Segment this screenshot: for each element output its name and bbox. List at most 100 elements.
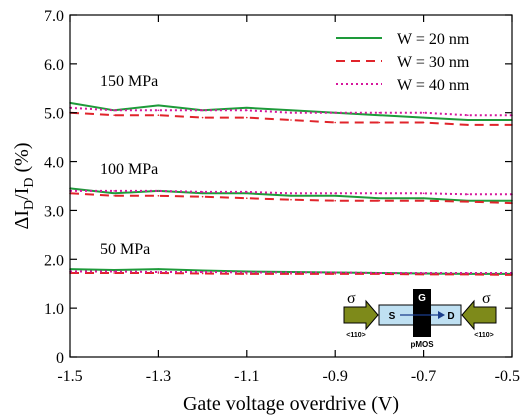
data-point	[334, 121, 337, 124]
data-point	[246, 116, 248, 119]
y-tick-label: 6.0	[44, 57, 64, 74]
data-point	[422, 197, 425, 199]
device-inset: σ σ G S D ID pMOS <110> <110>	[343, 289, 497, 349]
series-line	[69, 101, 512, 121]
data-point	[201, 116, 204, 119]
data-point	[334, 111, 337, 114]
plot-frame	[69, 14, 513, 358]
inset-direction-left: <110>	[346, 332, 365, 339]
data-point	[422, 111, 425, 114]
gate-block	[413, 289, 431, 337]
data-point	[201, 269, 204, 272]
y-tick-label: 3.0	[44, 203, 64, 220]
data-point	[157, 268, 160, 270]
data-point	[467, 124, 469, 126]
stress-arrow-left-icon	[343, 299, 379, 331]
y-tick-label: 7.0	[44, 8, 64, 25]
data-point	[113, 114, 115, 116]
data-point	[334, 192, 337, 195]
y-axis-title: ΔID/ID (%)	[11, 143, 37, 230]
data-point	[157, 104, 160, 107]
data-point	[290, 109, 292, 112]
data-point	[201, 191, 204, 193]
y-axis-title-main: ΔI	[11, 210, 33, 230]
data-point	[201, 109, 204, 112]
x-tick-label: -1.5	[57, 368, 82, 385]
annotation-150mpa: 150 MPa	[100, 73, 158, 90]
data-point	[290, 111, 292, 114]
data-point	[201, 195, 204, 198]
data-point	[467, 114, 469, 116]
series-line	[70, 272, 513, 276]
data-point	[467, 119, 469, 121]
legend: W = 20 nm W = 30 nm W = 40 nm	[336, 31, 470, 94]
series-line	[69, 111, 512, 126]
y-tick-label: 2.0	[44, 252, 64, 269]
data-point	[422, 116, 425, 119]
legend-label-w30: W = 30 nm	[397, 54, 470, 71]
data-point	[378, 199, 381, 202]
data-point	[334, 199, 337, 202]
annotation-100mpa: 100 MPa	[100, 161, 158, 178]
data-point	[201, 192, 204, 195]
x-axis-title: Gate voltage overdrive (V)	[183, 393, 399, 415]
data-point	[378, 192, 381, 195]
legend-label-w40: W = 40 nm	[397, 77, 470, 94]
data-point	[467, 193, 469, 196]
data-point	[113, 270, 115, 273]
x-tick-label: -1.1	[234, 368, 259, 385]
data-point	[113, 190, 115, 192]
data-point	[201, 271, 204, 273]
inset-pmos-label: pMOS	[410, 340, 434, 349]
data-point	[422, 273, 425, 276]
current-arrow-icon	[438, 311, 445, 319]
y-tick-label: 0	[56, 350, 64, 367]
stress-arrow-right-icon	[461, 299, 497, 331]
y-axis-title-unit: (%)	[11, 143, 33, 178]
data-point	[113, 269, 115, 271]
data-point	[157, 195, 160, 197]
y-axis-title-sub1: D	[22, 200, 37, 210]
data-point	[467, 272, 469, 274]
x-tick-label: -0.5	[495, 368, 520, 385]
inset-gate-label: G	[418, 293, 426, 304]
ticks-layer: -1.5 -1.3 -1.1 -0.9 -0.7 -0.5 0 1.0 2.0 3.0 4.0 5.0…	[44, 8, 520, 385]
data-point	[113, 109, 115, 112]
y-tick-label: 5.0	[44, 106, 64, 123]
y-axis-title-sub2: D	[22, 177, 37, 187]
data-point	[246, 107, 248, 109]
data-point	[201, 272, 204, 275]
data-point	[157, 114, 160, 116]
data-point	[290, 119, 292, 121]
data-point	[334, 195, 337, 197]
x-tick-label: -0.9	[323, 368, 348, 385]
data-point	[378, 111, 381, 114]
data-point	[157, 109, 160, 112]
data-point	[378, 114, 381, 116]
data-point	[246, 197, 248, 199]
data-point	[113, 272, 115, 274]
data-point	[378, 197, 381, 199]
data-point	[246, 271, 248, 274]
y-tick-label: 4.0	[44, 155, 64, 172]
y-tick-label: 1.0	[44, 301, 64, 318]
data-point	[378, 121, 381, 124]
data-point	[422, 192, 425, 195]
inset-sigma-right: σ	[482, 290, 491, 307]
data-point	[422, 199, 425, 202]
series-line	[69, 106, 512, 117]
data-point	[290, 192, 292, 195]
x-tick-label: -1.3	[146, 368, 171, 385]
data-point	[113, 195, 115, 197]
inset-current-label: ID	[432, 327, 439, 338]
data-point	[157, 190, 160, 192]
data-point	[422, 272, 425, 274]
data-point	[290, 198, 292, 201]
data-point	[334, 271, 337, 274]
data-point	[113, 192, 115, 195]
data-point	[290, 271, 292, 274]
series-line	[69, 192, 513, 205]
annotation-50mpa: 50 MPa	[100, 241, 150, 258]
data-point	[157, 271, 160, 273]
